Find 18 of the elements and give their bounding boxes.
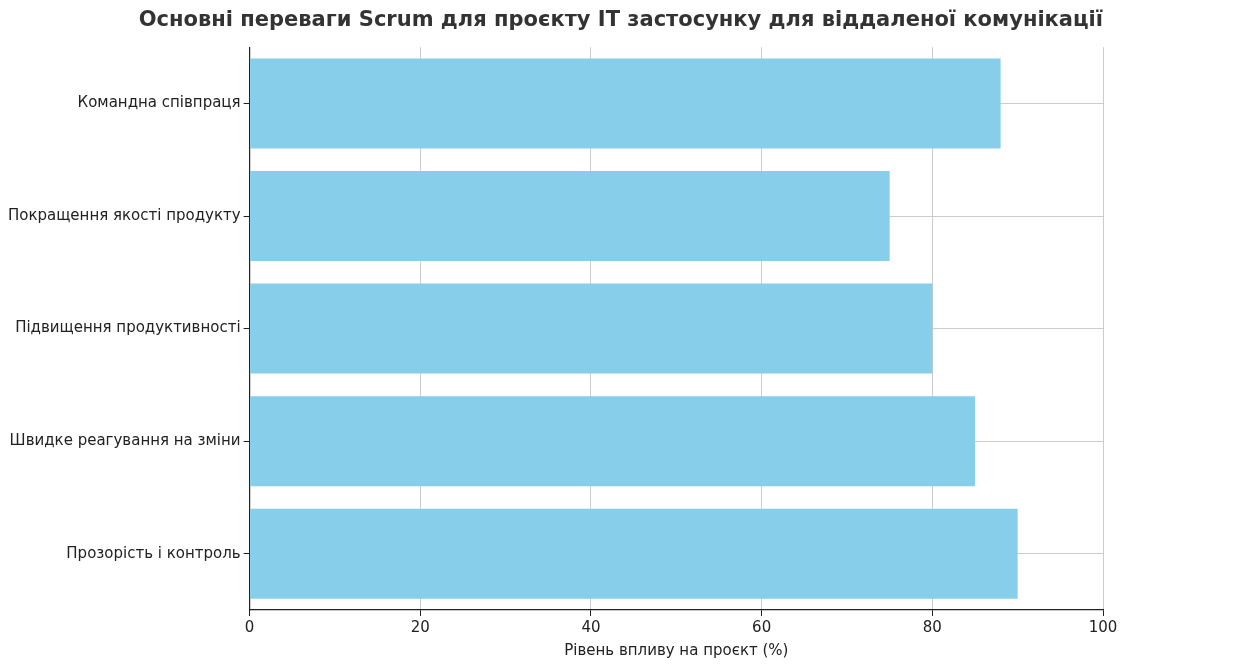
x-axis-title: Рівень впливу на проєкт (%) xyxy=(564,640,789,659)
y-tick-label: Прозорість і контроль xyxy=(66,543,241,562)
y-tick-label: Швидке реагування на зміни xyxy=(9,431,241,450)
x-tick-label: 20 xyxy=(410,617,430,636)
x-tick-label: 0 xyxy=(244,617,255,636)
x-tick-label: 80 xyxy=(922,617,942,636)
chart-title: Основні переваги Scrum для проєкту IT застосунку для віддаленої комунікації xyxy=(138,7,1103,32)
x-tick-label: 40 xyxy=(581,617,601,636)
bar xyxy=(250,396,975,487)
y-tick-label: Покращення якості продукту xyxy=(7,205,241,224)
bar xyxy=(250,58,1001,149)
x-tick-label: 60 xyxy=(752,617,772,636)
bar xyxy=(250,171,890,262)
y-tick-label: Підвищення продуктивності xyxy=(15,318,241,337)
bar xyxy=(250,508,1018,599)
x-tick-label: 100 xyxy=(1088,617,1118,636)
y-tick-label: Командна співпраця xyxy=(77,93,241,112)
bar xyxy=(250,283,933,374)
